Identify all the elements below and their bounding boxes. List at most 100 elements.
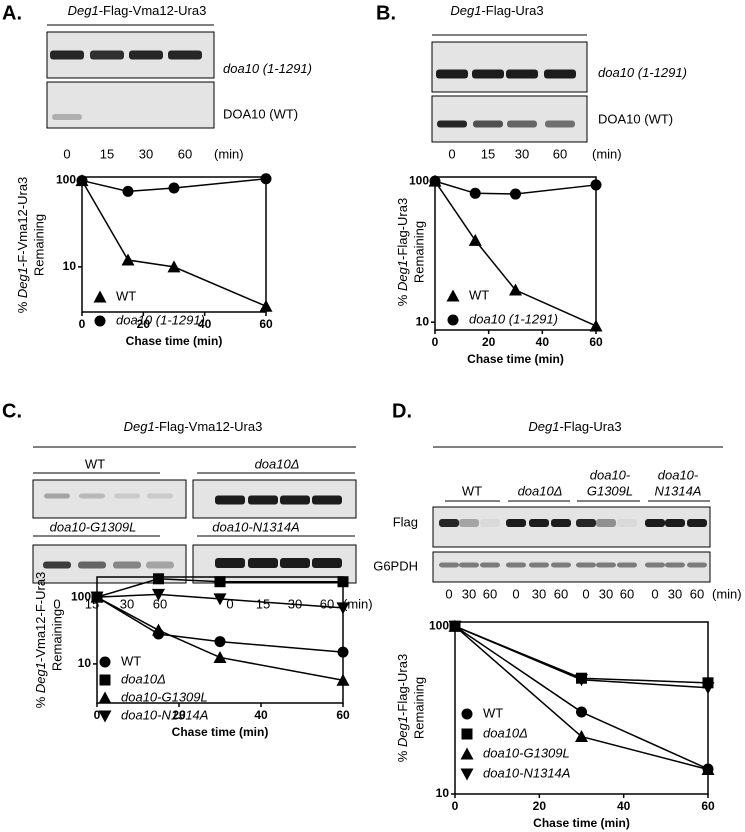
lane-label: 60 xyxy=(620,586,634,601)
legend-label: doa10-G1309L xyxy=(121,689,208,704)
blot-band xyxy=(596,562,616,568)
text-run: -Flag-Vma12-Ura3 xyxy=(99,3,207,18)
y-tick-label: 10 xyxy=(63,259,77,273)
y-tick-label: 100 xyxy=(56,173,76,187)
marker xyxy=(153,573,164,585)
blot-band xyxy=(480,519,500,527)
blot-header: Deg1-Flag-Vma12-Ura3 xyxy=(68,3,207,18)
x-tick-label: 20 xyxy=(137,317,151,331)
legend-marker xyxy=(460,747,474,760)
marker xyxy=(701,682,715,695)
y-tick-label: 100 xyxy=(429,618,449,632)
x-tick-label: 60 xyxy=(589,335,603,349)
blot-band xyxy=(90,50,124,60)
marker xyxy=(152,588,165,601)
text-run: -Flag-Ura3 xyxy=(395,198,410,260)
blot-band xyxy=(43,561,71,569)
marker xyxy=(121,253,135,266)
y-axis-label: % Deg1-F-Vma12-Ura3 xyxy=(15,177,30,314)
y-axis-label: % Deg1-Flag-Ura3 xyxy=(395,198,410,306)
legend-marker xyxy=(446,289,460,302)
text-run: % xyxy=(395,291,410,306)
text-run: Deg1 xyxy=(33,662,48,693)
legend-marker xyxy=(99,674,111,686)
text-run: -Flag-Ura3 xyxy=(559,419,621,434)
legend-marker xyxy=(461,708,473,720)
x-tick-label: 0 xyxy=(79,317,86,331)
lane-label: 60 xyxy=(554,586,568,601)
blot xyxy=(432,551,711,583)
text-run: doa10 (1-1291) xyxy=(598,65,687,80)
marker xyxy=(509,283,522,296)
blot-band xyxy=(506,69,538,79)
series-line xyxy=(434,180,597,195)
legend-label: doa10 (1-1291) xyxy=(469,311,558,326)
marker xyxy=(214,576,226,588)
legend-label: WT xyxy=(469,287,489,302)
blot-band xyxy=(545,120,575,128)
marker xyxy=(429,175,441,187)
x-tick-label: 60 xyxy=(336,708,350,722)
legend-marker xyxy=(460,768,474,781)
lane-label: 0 xyxy=(445,586,452,601)
x-axis-label: Chase time (min) xyxy=(126,334,223,348)
text-run: -Vma12-F-Ura3 xyxy=(33,572,48,662)
lane-label: 60 xyxy=(178,146,192,161)
legend-marker xyxy=(99,656,111,668)
lane-label: 15 xyxy=(100,146,114,161)
marker xyxy=(575,730,588,743)
group-label: WT xyxy=(462,483,482,498)
blot-band xyxy=(665,562,685,568)
legend-marker xyxy=(98,710,112,723)
marker xyxy=(576,706,587,718)
lane-label: 60 xyxy=(553,146,567,161)
marker xyxy=(469,187,481,199)
marker xyxy=(122,185,134,197)
blot-band xyxy=(248,495,278,505)
group-label: G1309L xyxy=(587,483,633,498)
series-line xyxy=(81,177,267,193)
blot-band xyxy=(506,519,526,527)
marker xyxy=(468,233,482,246)
legend-marker xyxy=(447,314,459,326)
blot-band xyxy=(544,69,576,79)
y-tick-label: 10 xyxy=(416,314,430,328)
x-tick-label: 60 xyxy=(701,799,715,813)
lane-unit: (min) xyxy=(592,146,622,161)
lane-label: 30 xyxy=(599,586,613,601)
x-tick-label: 20 xyxy=(172,708,186,722)
y-axis-label: % Deg1-Flag-Ura3 xyxy=(395,654,410,762)
y-axis-label: % Deg1-Vma12-F-Ura3 xyxy=(33,572,48,709)
blot-band xyxy=(312,558,342,568)
text-run: -Flag-Ura3 xyxy=(481,3,543,18)
text-run: Deg1 xyxy=(124,419,155,434)
lane-label: 30 xyxy=(515,146,529,161)
legend-marker xyxy=(461,728,473,740)
blot-band xyxy=(436,69,468,79)
blot-band xyxy=(507,120,537,128)
blot-band xyxy=(312,495,342,505)
legend-label: WT xyxy=(121,653,141,668)
lane-label: 30 xyxy=(532,586,546,601)
panel-letter: B. xyxy=(376,2,396,24)
legend-label: WT xyxy=(116,288,136,303)
blot-band xyxy=(146,561,174,569)
marker xyxy=(448,620,462,633)
blot-band xyxy=(113,561,141,569)
lane-label: 0 xyxy=(53,596,60,611)
text-run: Deg1 xyxy=(450,3,481,18)
group-label: doa10Δ xyxy=(255,456,300,471)
lane-unit: (min) xyxy=(343,596,373,611)
blot-band xyxy=(645,562,665,568)
text-run: % xyxy=(33,693,48,708)
blot xyxy=(431,95,588,143)
blot-band xyxy=(248,558,278,568)
legend-label: doa10Δ xyxy=(483,725,528,740)
legend-marker xyxy=(94,315,106,327)
blot-band xyxy=(472,69,504,79)
plot-frame xyxy=(81,176,267,313)
y-tick-label: 100 xyxy=(71,589,91,603)
blot-label: Flag xyxy=(393,514,418,529)
marker xyxy=(213,593,227,606)
